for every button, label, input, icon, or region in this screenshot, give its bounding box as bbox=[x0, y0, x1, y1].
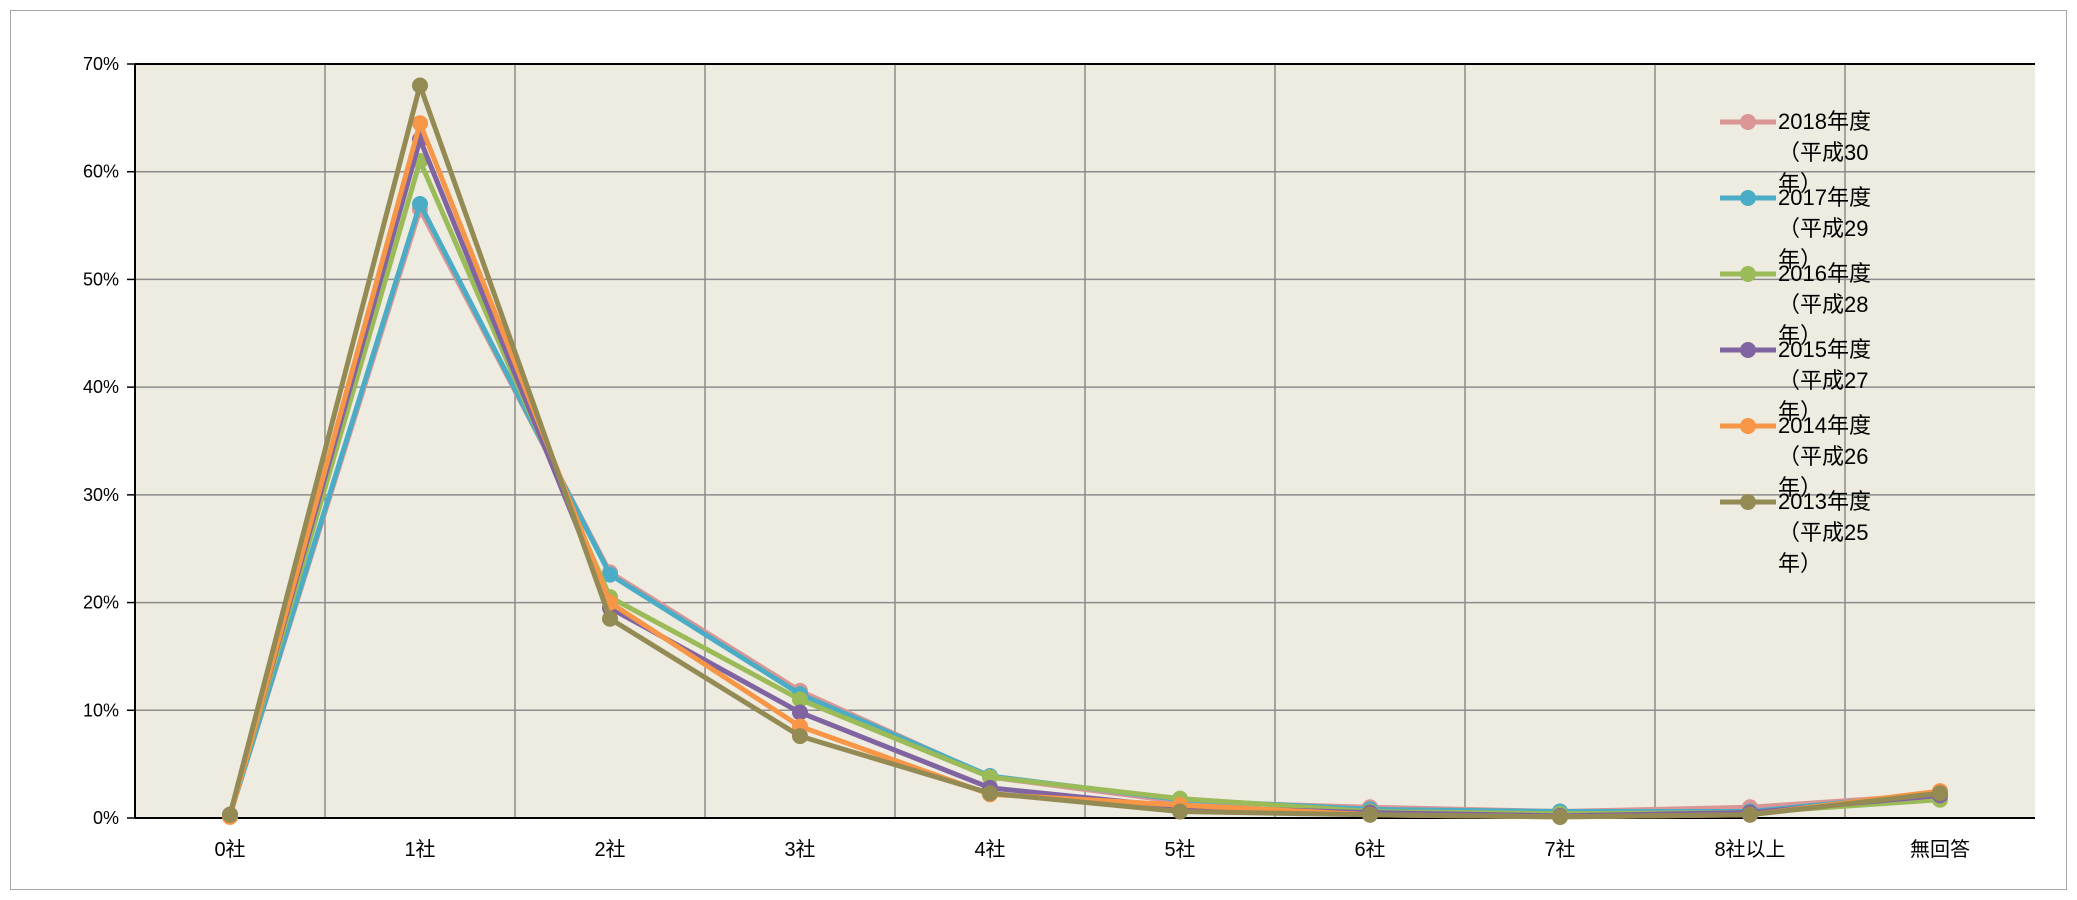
data-point bbox=[1362, 806, 1378, 823]
legend-marker bbox=[1740, 190, 1756, 206]
legend-marker bbox=[1740, 342, 1756, 358]
y-tick-label: 40% bbox=[83, 377, 119, 397]
data-point bbox=[792, 691, 808, 708]
data-point bbox=[412, 77, 428, 94]
legend-label: 年） bbox=[1778, 475, 1822, 500]
y-tick-label: 60% bbox=[83, 162, 119, 182]
legend-label: （平成30 bbox=[1778, 140, 1868, 165]
data-point bbox=[1172, 803, 1188, 820]
legend-marker bbox=[1740, 266, 1756, 282]
legend-item: 2014年度 （平成26 年） bbox=[1720, 413, 1871, 500]
data-point bbox=[1742, 806, 1758, 823]
legend-label: 年） bbox=[1778, 551, 1822, 576]
data-point bbox=[982, 785, 998, 802]
legend-label: 2017年度 bbox=[1778, 185, 1871, 210]
data-point bbox=[602, 566, 618, 583]
legend-marker bbox=[1740, 494, 1756, 510]
legend-label: 2018年度 bbox=[1778, 109, 1871, 134]
y-tick-label: 20% bbox=[83, 593, 119, 613]
series-5 bbox=[222, 77, 1948, 825]
series-line bbox=[227, 83, 1941, 820]
x-tick-label: 2社 bbox=[594, 838, 625, 861]
x-tick-label: 1社 bbox=[404, 838, 435, 861]
y-tick-label: 10% bbox=[83, 700, 119, 720]
x-tick-label: 7社 bbox=[1544, 838, 1575, 861]
data-point bbox=[1932, 785, 1948, 802]
legend-label: 2016年度 bbox=[1778, 261, 1871, 286]
legend-label: （平成25 bbox=[1778, 520, 1868, 545]
legend-label: 2015年度 bbox=[1778, 337, 1871, 362]
legend-label: （平成29 bbox=[1778, 216, 1868, 241]
data-point bbox=[412, 196, 428, 213]
y-tick-label: 70% bbox=[83, 54, 119, 74]
legend-item: 2013年度 （平成25 年） bbox=[1720, 489, 1871, 576]
legend-label: 2014年度 bbox=[1778, 413, 1871, 438]
data-point bbox=[222, 806, 238, 823]
legend-label: 年） bbox=[1778, 247, 1822, 272]
legend: 2018年度（平成30年）2017年度（平成29年）2016年度（平成28年）2… bbox=[1720, 109, 1871, 576]
x-tick-label: 5社 bbox=[1164, 838, 1195, 861]
legend-item: 2017年度 （平成29 年） bbox=[1720, 185, 1871, 272]
legend-label: 年） bbox=[1778, 323, 1822, 348]
x-tick-label: 8社以上 bbox=[1714, 838, 1785, 861]
y-tick-label: 50% bbox=[83, 269, 119, 289]
data-point bbox=[792, 728, 808, 745]
data-point bbox=[602, 610, 618, 627]
legend-label: （平成27 bbox=[1778, 368, 1868, 393]
data-point bbox=[792, 704, 808, 721]
data-point bbox=[412, 115, 428, 132]
series-group bbox=[222, 77, 1948, 825]
legend-marker bbox=[1740, 114, 1756, 130]
y-tick-label: 30% bbox=[83, 485, 119, 505]
legend-item: 2015年度 （平成27 年） bbox=[1720, 337, 1871, 424]
x-tick-label: 無回答 bbox=[1910, 838, 1970, 861]
legend-label: （平成28 bbox=[1778, 292, 1868, 317]
axes bbox=[134, 63, 2035, 819]
legend-label: 年） bbox=[1778, 171, 1822, 196]
legend-marker bbox=[1740, 418, 1756, 434]
x-tick-label: 6社 bbox=[1354, 838, 1385, 861]
legend-label: （平成26 bbox=[1778, 444, 1868, 469]
legend-item: 2018年度 （平成30 年） bbox=[1720, 109, 1871, 196]
x-axis-ticks: 0社 1社 2社 3社 4社 5社 6社 7社 8社以上 無回答 bbox=[214, 838, 1970, 861]
x-tick-label: 4社 bbox=[974, 838, 1005, 861]
legend-label: 年） bbox=[1778, 399, 1822, 424]
x-tick-label: 3社 bbox=[784, 838, 815, 861]
y-axis-ticks: 0% 10% 20% 30% 40% 50% 60% 70% bbox=[83, 54, 135, 828]
y-tick-label: 0% bbox=[93, 808, 119, 828]
legend-item: 2016年度 （平成28 年） bbox=[1720, 261, 1871, 348]
legend-label: 2013年度 bbox=[1778, 489, 1871, 514]
x-tick-label: 0社 bbox=[214, 838, 245, 861]
data-point bbox=[1552, 808, 1568, 825]
